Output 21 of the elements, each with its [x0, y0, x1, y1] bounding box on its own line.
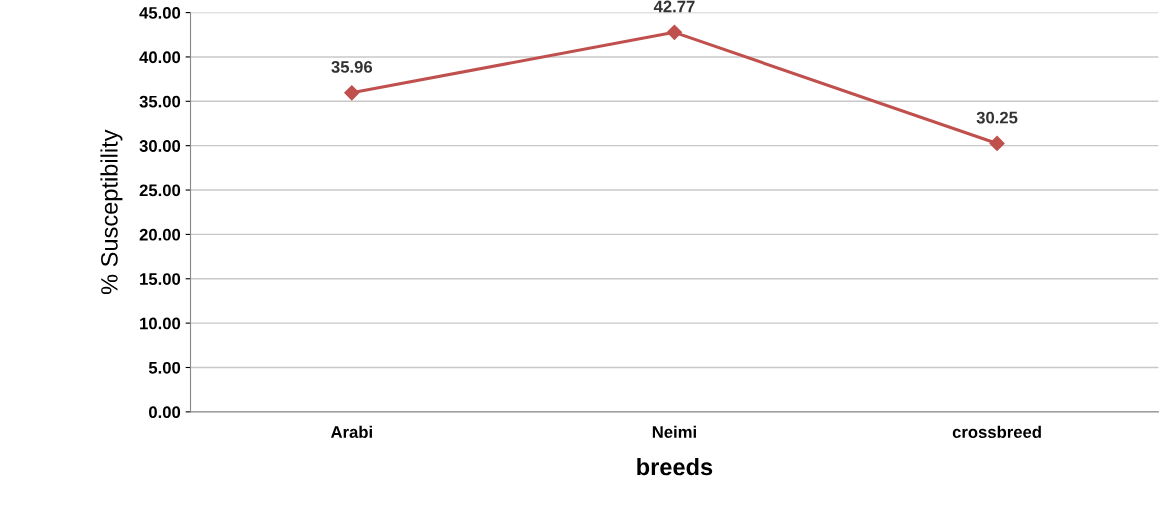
y-tick-label: 40.00 — [139, 51, 181, 64]
x-axis-title: breeds — [637, 457, 713, 476]
y-tick-label: 15.00 — [140, 273, 181, 285]
point — [344, 85, 360, 101]
point — [666, 24, 683, 40]
x-tick-label: Neimi — [652, 425, 696, 438]
text: 35.96 — [331, 61, 373, 73]
y-tick-label: 20.00 — [139, 228, 181, 241]
point — [989, 135, 1005, 152]
y-tick-label: 0.00 — [149, 406, 181, 419]
y-axis-title: % Susceptibility — [100, 129, 123, 295]
y-tick-label: 35.00 — [139, 95, 181, 108]
y-tick-label: 25.00 — [139, 184, 181, 197]
text: 30.25 — [976, 111, 1018, 124]
y-tick-label: 5.00 — [148, 361, 181, 374]
y-tick-label: 30.00 — [139, 140, 181, 152]
x-tick-label: Arabi — [330, 425, 372, 438]
text: 42.77 — [653, 0, 695, 13]
x-tick-label: crossbreed — [952, 425, 1041, 438]
y-tick-label: 45.00 — [139, 6, 181, 19]
y-tick-label: 10.00 — [140, 317, 181, 330]
